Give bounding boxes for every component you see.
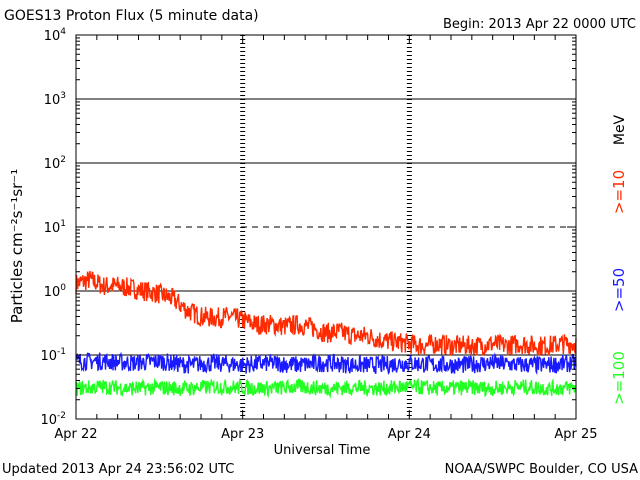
series-layer xyxy=(75,271,577,399)
series-line-1 xyxy=(75,351,577,376)
x-tick-label: Apr 24 xyxy=(388,427,431,442)
x-tick-label: Apr 23 xyxy=(221,427,264,442)
y-tick-label: 104 xyxy=(44,27,67,44)
y-axis-label: Particles cm⁻²s⁻¹sr⁻¹ xyxy=(8,169,26,323)
legend-unit-label: MeV xyxy=(612,114,628,145)
legend-series-0: >=10 xyxy=(610,170,628,214)
series-line-0 xyxy=(75,271,577,356)
legend-series-1: >=50 xyxy=(610,268,628,312)
y-tick-label: 100 xyxy=(44,283,67,300)
y-tick-label: 102 xyxy=(44,155,66,172)
legend-series-2: >=100 xyxy=(610,351,628,405)
x-tick-label: Apr 25 xyxy=(554,427,597,442)
begin-time-label: Begin: 2013 Apr 22 0000 UTC xyxy=(443,17,636,32)
x-tick-label: Apr 22 xyxy=(54,427,97,442)
y-tick-label: 103 xyxy=(44,91,66,108)
y-tick-label: 101 xyxy=(44,219,66,236)
y-tick-label: 10-1 xyxy=(40,347,66,364)
series-line-2 xyxy=(75,377,577,399)
updated-time-label: Updated 2013 Apr 24 23:56:02 UTC xyxy=(2,462,234,477)
x-axis-label: Universal Time xyxy=(274,443,371,458)
chart-title: GOES13 Proton Flux (5 minute data) xyxy=(4,8,259,24)
y-tick-label: 10-2 xyxy=(40,411,66,428)
source-label: NOAA/SWPC Boulder, CO USA xyxy=(445,462,638,477)
